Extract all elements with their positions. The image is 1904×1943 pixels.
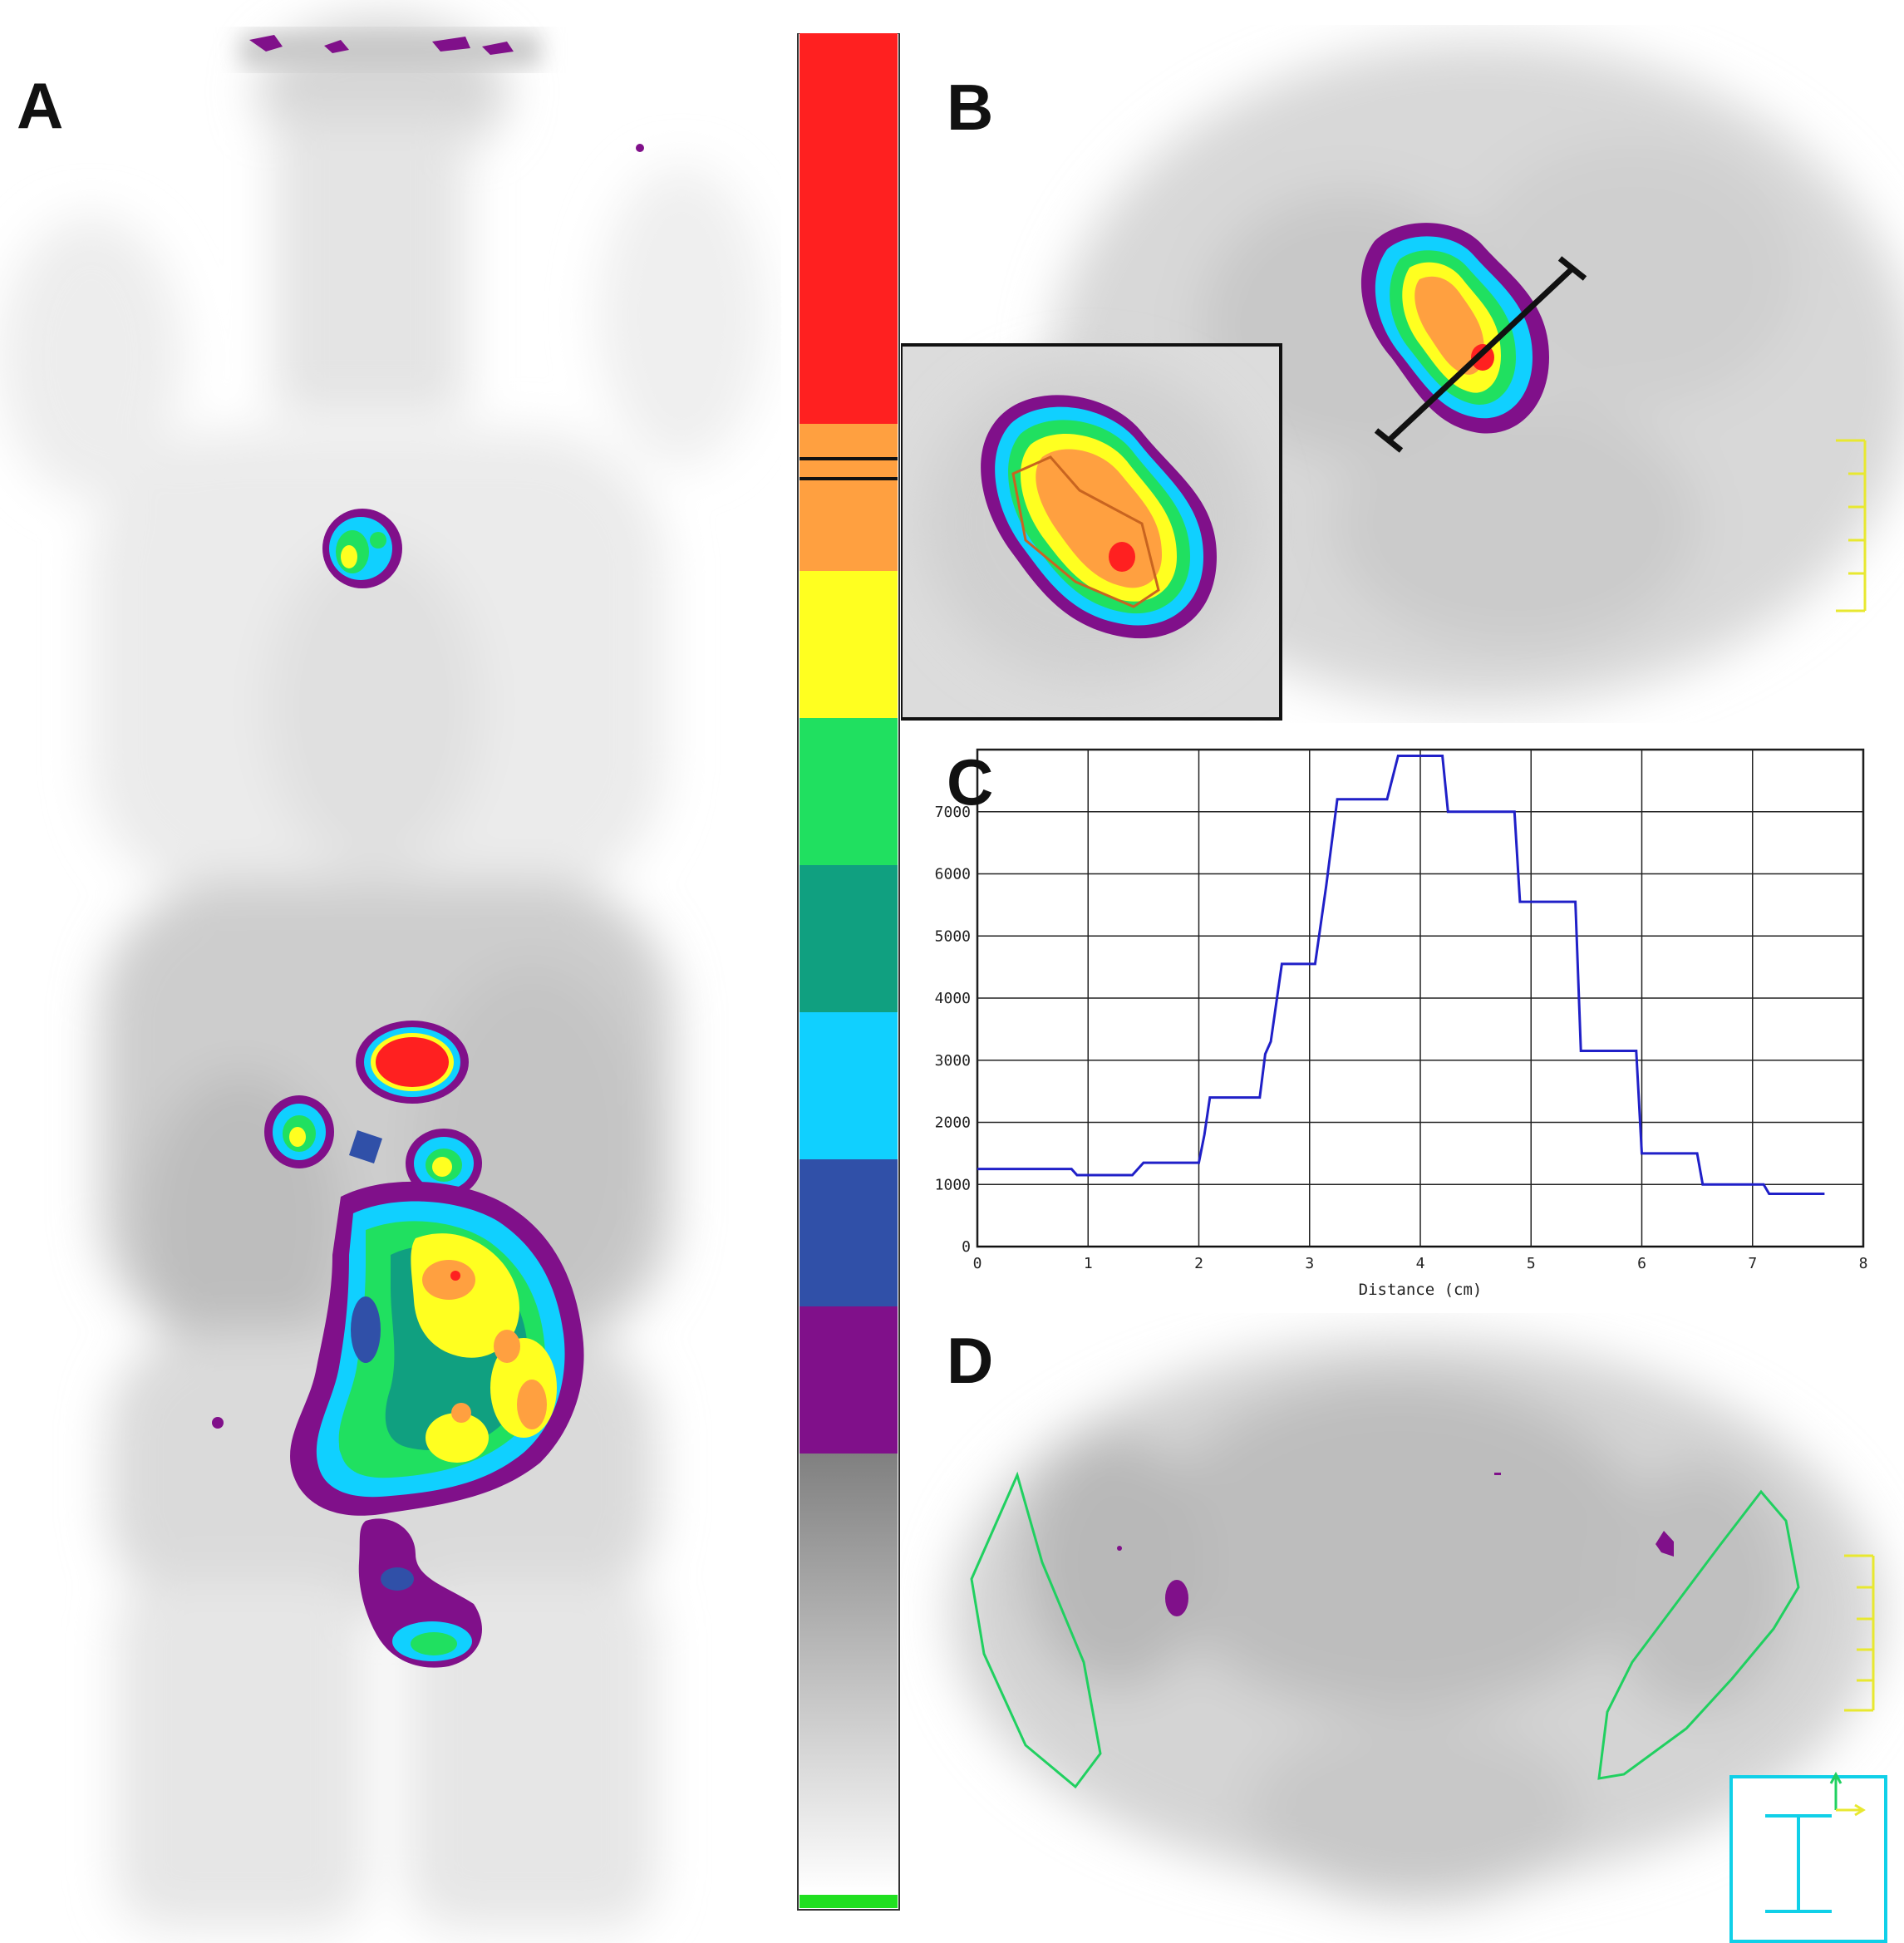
pelvis-slice-image (951, 1338, 1887, 1943)
color-scale-band (799, 865, 898, 1012)
x-axis-title: Distance (cm) (1359, 1281, 1483, 1299)
roi-left (970, 1471, 1102, 1789)
hotspot-small (212, 1417, 224, 1429)
panel-label-b: B (947, 71, 994, 144)
color-scale-band (799, 424, 898, 571)
panel-label-c: C (947, 745, 994, 819)
x-tick-label: 5 (1527, 1255, 1536, 1272)
orientation-indicator (1729, 1771, 1887, 1943)
y-tick-label: 2000 (935, 1114, 971, 1132)
panel-label-a: A (17, 69, 64, 142)
y-tick-label: 3000 (935, 1052, 971, 1070)
lesion-abdomen-upper (264, 1021, 482, 1198)
y-tick-label: 0 (962, 1238, 971, 1256)
color-scale-band (799, 1306, 898, 1454)
lesion-neck (322, 509, 402, 588)
panel-a-whole-body-image: A (0, 0, 781, 1943)
x-tick-label: 7 (1748, 1255, 1757, 1272)
x-tick-label: 4 (1416, 1255, 1425, 1272)
x-tick-label: 3 (1305, 1255, 1314, 1272)
hotspot-left (1165, 1580, 1188, 1616)
transverse-slice-image (901, 42, 1904, 721)
color-scale-band (799, 718, 898, 865)
zoom-inset (901, 343, 1282, 721)
color-scale-bar (796, 33, 901, 1911)
color-scale-band (799, 33, 898, 424)
lesion-abdomen-main (290, 1181, 584, 1516)
color-scale-gradient (799, 1454, 898, 1893)
x-tick-label: 8 (1859, 1255, 1868, 1272)
scale-ruler-yellow (1844, 1554, 1875, 1712)
hotspot-arm (636, 144, 644, 152)
hotspot-head (249, 35, 514, 55)
y-tick-label: 1000 (935, 1176, 971, 1193)
roi-right (1597, 1489, 1800, 1780)
profile-line-marker (1374, 256, 1587, 453)
lesion-pelvis (358, 1518, 482, 1668)
y-tick-label: 5000 (935, 927, 971, 945)
color-scale-bottom-marker (799, 1895, 898, 1908)
color-scale-band (799, 1159, 898, 1306)
panel-label-d: D (947, 1324, 994, 1397)
panel-b-transverse-slice: B (901, 25, 1904, 723)
color-scale-band (799, 1012, 898, 1159)
whole-body-scan (0, 17, 765, 1928)
y-tick-label: 6000 (935, 866, 971, 883)
x-axis-ticks: 0 1 2 3 4 5 6 7 8 (973, 1255, 1868, 1272)
x-tick-label: 6 (1637, 1255, 1646, 1272)
color-scale-graphic (797, 33, 900, 1911)
panel-d-transverse-slice-roi: D (901, 1313, 1904, 1943)
profile-series-line (977, 755, 1825, 1195)
x-tick-label: 1 (1084, 1255, 1093, 1272)
color-scale-band (799, 571, 898, 718)
x-tick-label: 2 (1194, 1255, 1203, 1272)
y-tick-label: 4000 (935, 990, 971, 1007)
chart-grid (976, 748, 1865, 1248)
y-tick-label: 7000 (935, 804, 971, 821)
scale-ruler-yellow (1836, 439, 1867, 612)
x-tick-label: 0 (973, 1255, 982, 1272)
lesion-slice (1360, 223, 1549, 434)
y-axis-ticks: 0 1000 2000 3000 4000 5000 6000 7000 (935, 804, 971, 1256)
hotspot-right (1656, 1531, 1674, 1557)
